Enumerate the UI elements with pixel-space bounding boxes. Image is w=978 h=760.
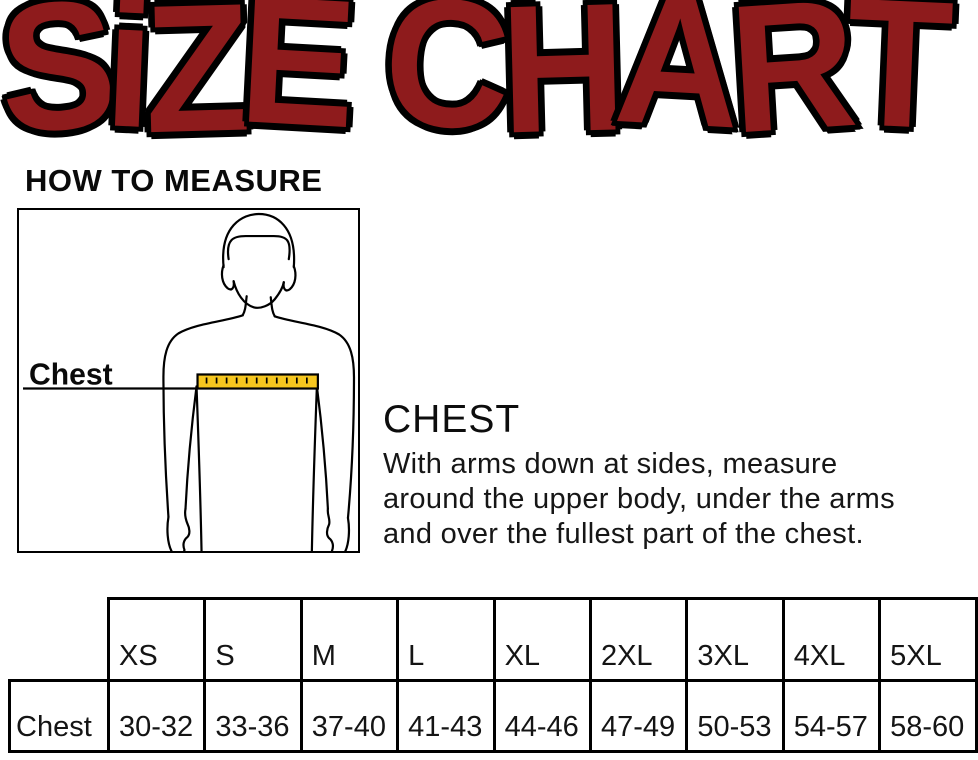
size-header-cell: XS bbox=[106, 597, 207, 682]
chest-range-cell: 50-53 bbox=[685, 679, 785, 753]
figure-right-arm-inner-path bbox=[315, 385, 330, 510]
figure-right-hand-path bbox=[325, 507, 351, 551]
figure-right-arm-outer-path bbox=[273, 315, 356, 520]
figure-neck-right-path bbox=[269, 296, 276, 318]
size-header-cell: L bbox=[396, 597, 496, 682]
chest-measurement-row: Chest 30-32 33-36 37-40 41-43 44-46 47-4… bbox=[8, 679, 978, 753]
figure-left-arm-outer-path bbox=[162, 314, 244, 519]
row-label-cell: Chest bbox=[8, 679, 110, 753]
chest-range-cell: 41-43 bbox=[396, 679, 496, 753]
figure-neck-left-path bbox=[241, 295, 248, 317]
figure-torso-left-path bbox=[195, 385, 203, 551]
tape-tick-marks bbox=[205, 377, 308, 384]
chest-description-line: With arms down at sides, measure bbox=[383, 448, 838, 480]
size-header-cell: M bbox=[299, 597, 400, 682]
size-chart-table: XS S M L XL 2XL 3XL 4XL 5XL Chest 30-32 … bbox=[8, 597, 978, 753]
chest-range-cell: 44-46 bbox=[492, 679, 592, 753]
size-header-cell: 3XL bbox=[685, 597, 785, 682]
chest-range-cell: 47-49 bbox=[588, 679, 689, 753]
chest-description: With arms down at sides, measure around … bbox=[383, 447, 895, 552]
figure-left-hand-path bbox=[166, 507, 191, 551]
figure-left-ear-path bbox=[220, 264, 235, 291]
chest-range-cell: 37-40 bbox=[299, 679, 400, 753]
chest-description-line: around the upper body, under the arms bbox=[383, 483, 895, 515]
size-header-cell: 2XL bbox=[588, 597, 689, 682]
chest-range-cell: 58-60 bbox=[878, 679, 978, 753]
body-figure-illustration: Chest bbox=[23, 212, 356, 551]
figure-right-ear-path bbox=[282, 265, 297, 292]
chest-section-heading: CHEST bbox=[383, 398, 521, 441]
size-header-cell: 5XL bbox=[878, 597, 978, 682]
table-blank-cell bbox=[10, 599, 109, 681]
measuring-tape bbox=[196, 373, 319, 390]
measuring-tape-band bbox=[196, 373, 319, 390]
size-header-cell: XL bbox=[492, 597, 592, 682]
figure-hairline-path bbox=[226, 234, 291, 261]
figure-face-path bbox=[232, 280, 285, 309]
measurement-diagram-box: Chest bbox=[17, 208, 360, 553]
size-header-row: XS S M L XL 2XL 3XL 4XL 5XL bbox=[10, 597, 978, 682]
figure-torso-right-path bbox=[310, 385, 318, 551]
page-title: SiZE CHART bbox=[0, 0, 951, 176]
diagram-chest-label: Chest bbox=[29, 359, 113, 392]
chest-range-cell: 33-36 bbox=[203, 679, 303, 753]
size-header-cell: S bbox=[203, 597, 303, 682]
figure-hair-path bbox=[222, 212, 296, 269]
figure-outline bbox=[162, 212, 356, 551]
chest-range-cell: 30-32 bbox=[106, 679, 207, 753]
chest-range-cell: 54-57 bbox=[781, 679, 882, 753]
figure-left-arm-inner-path bbox=[184, 385, 198, 510]
how-to-measure-heading: HOW TO MEASURE bbox=[25, 163, 323, 198]
size-header-cell: 4XL bbox=[781, 597, 882, 682]
chest-description-line: and over the fullest part of the chest. bbox=[383, 518, 864, 550]
